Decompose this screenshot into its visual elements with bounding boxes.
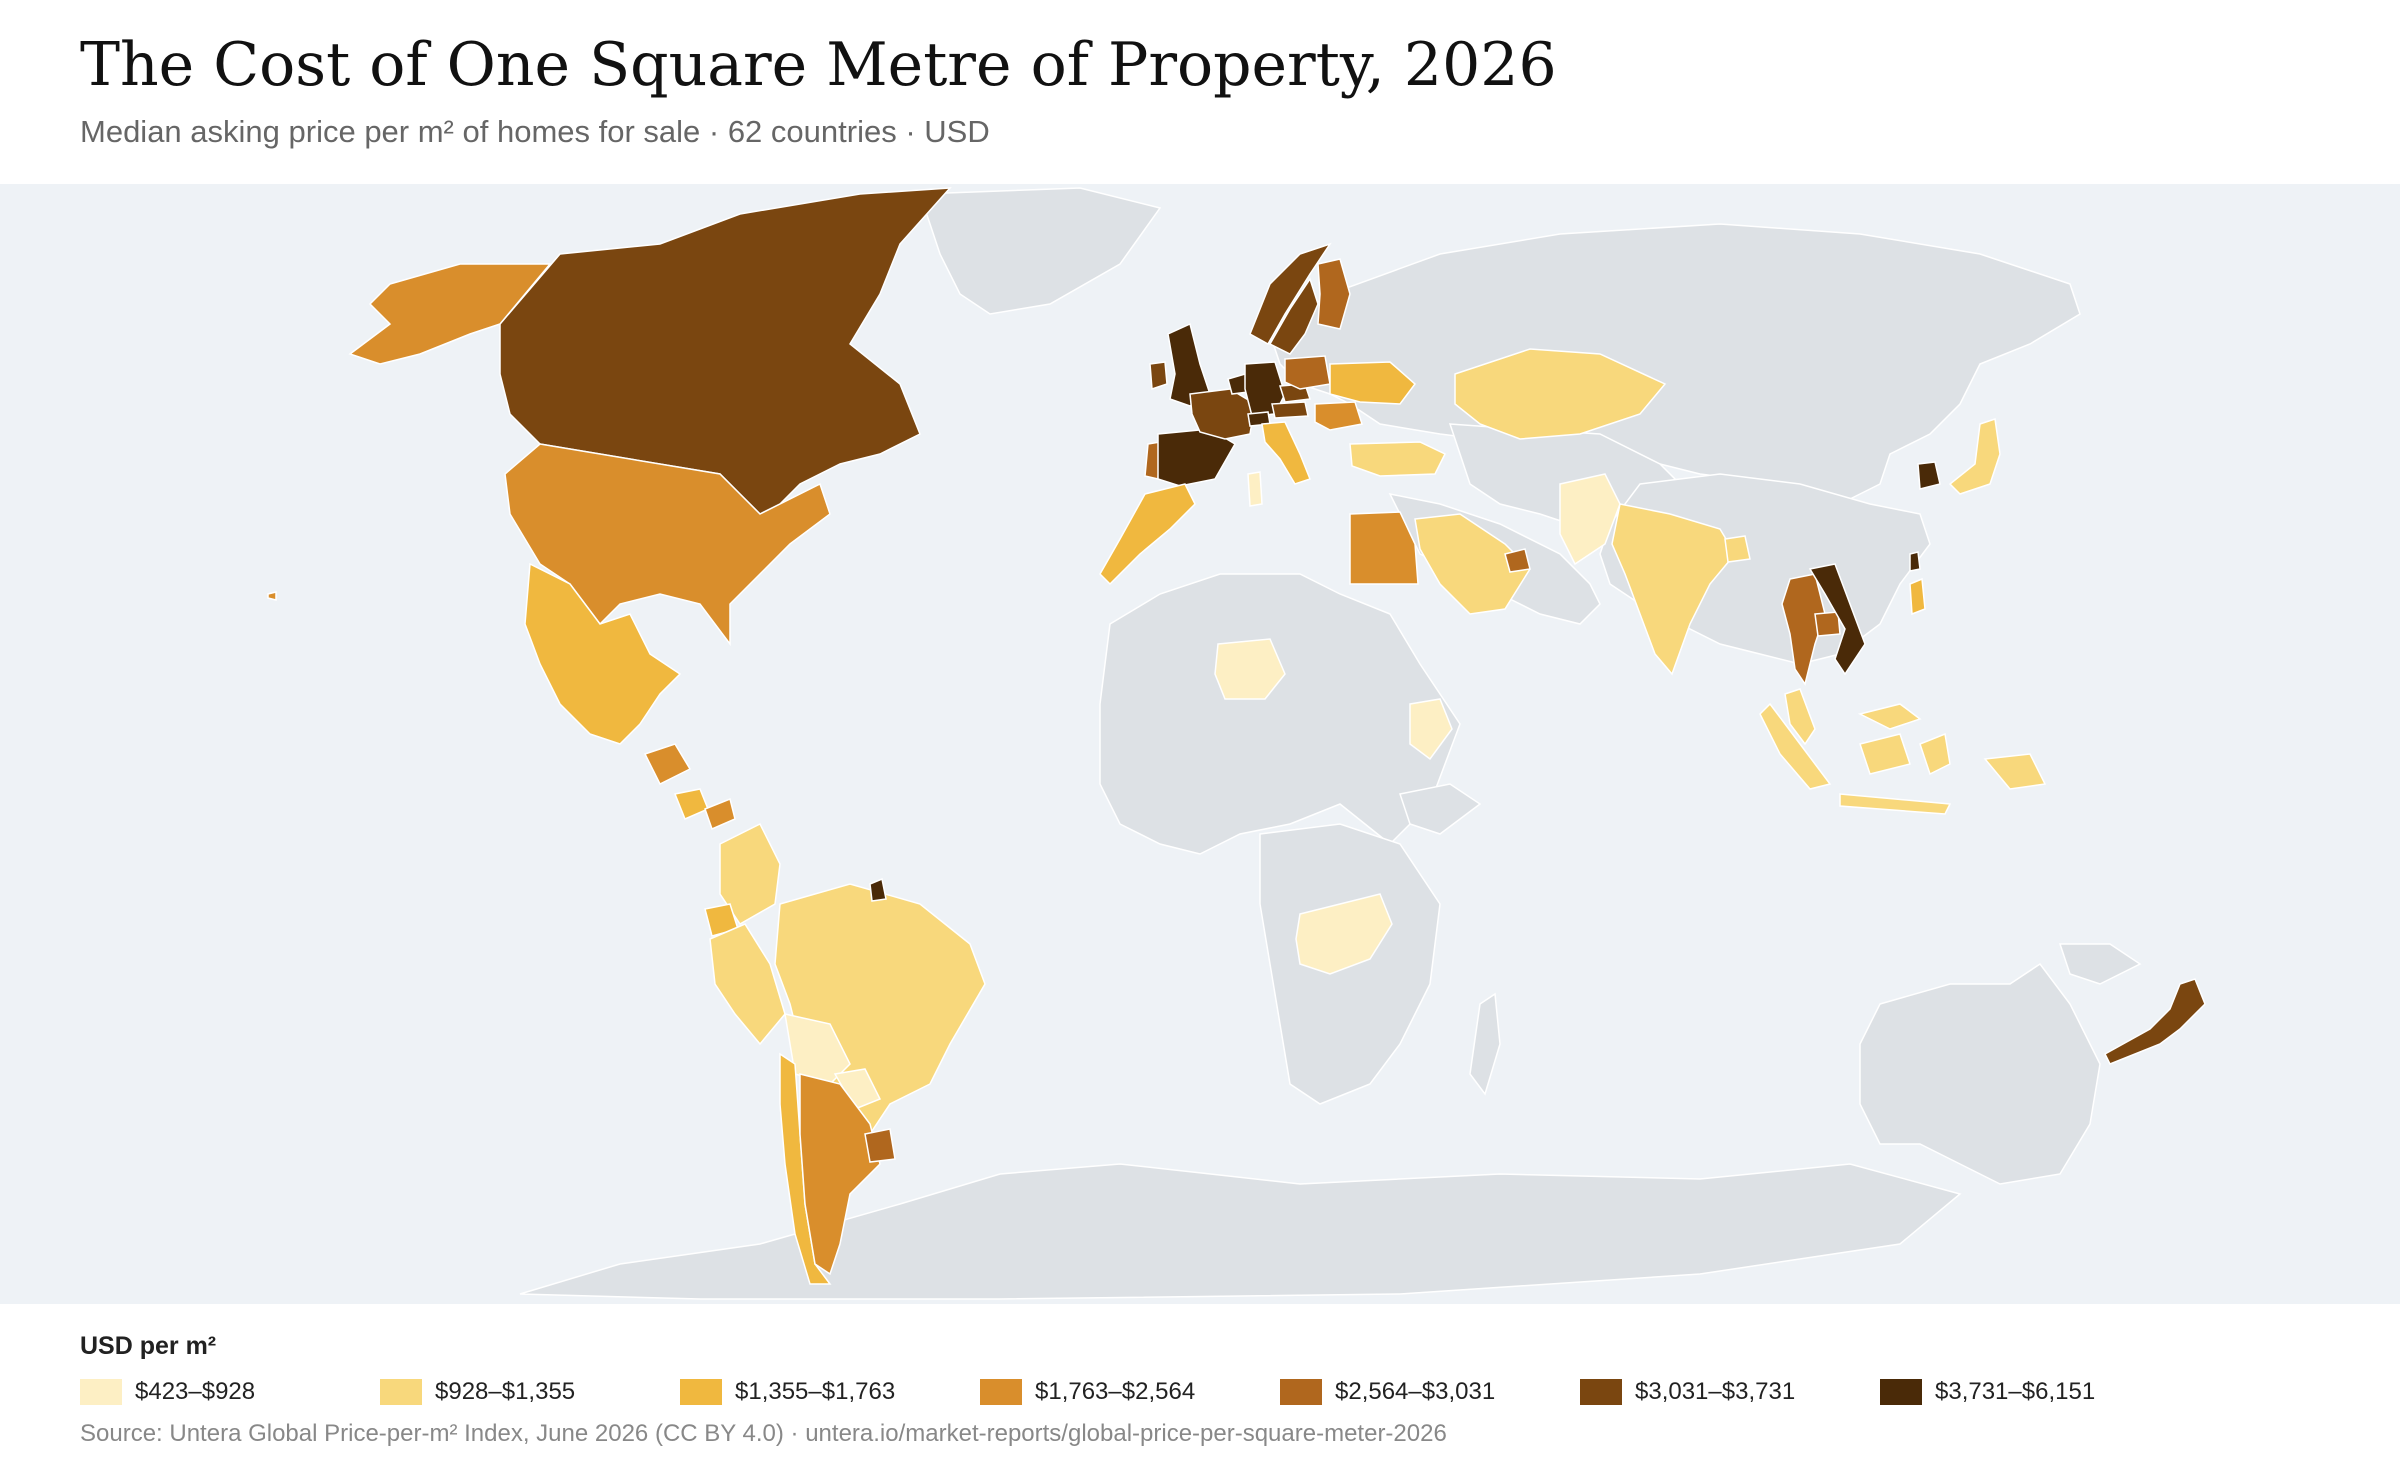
legend-item: $3,031–$3,731 [1580, 1376, 1795, 1408]
legend-item: $1,355–$1,763 [680, 1376, 895, 1408]
legend-title: USD per m² [80, 1332, 217, 1360]
legend-item: $2,564–$3,031 [1280, 1376, 1495, 1408]
legend-label: $1,763–$2,564 [1035, 1378, 1196, 1405]
country-tunisia[interactable] [1247, 471, 1263, 507]
country-taiwan[interactable] [1909, 551, 1921, 572]
country-kenya[interactable] [1409, 698, 1453, 761]
world-choropleth-map [0, 184, 2400, 1304]
country-finland[interactable] [1317, 258, 1351, 330]
country-austria[interactable] [1271, 401, 1309, 419]
legend-label: $3,731–$6,151 [1935, 1378, 2096, 1405]
country-italy[interactable] [1261, 421, 1311, 485]
madagascar-land [1469, 992, 1501, 1096]
country-peru[interactable] [709, 923, 786, 1046]
legend-swatch [680, 1379, 722, 1405]
country-colombia[interactable] [719, 822, 781, 925]
legend-label: $928–$1,355 [435, 1378, 576, 1405]
country-united-states[interactable] [504, 443, 831, 647]
country-south-africa[interactable] [1295, 893, 1393, 975]
legend-swatch [80, 1379, 122, 1405]
papua-land [2058, 943, 2142, 985]
country-sweden[interactable] [1268, 277, 1319, 355]
legend-swatch [980, 1379, 1022, 1405]
country-uruguay[interactable] [864, 1128, 896, 1163]
legend-item: $1,763–$2,564 [980, 1376, 1195, 1408]
source-note: Source: Untera Global Price-per-m² Index… [80, 1420, 1447, 1447]
country-saudi-arabia[interactable] [1414, 513, 1531, 615]
legend-swatch [1880, 1379, 1922, 1405]
legend-label: $3,031–$3,731 [1635, 1378, 1796, 1405]
legend-swatch [380, 1379, 422, 1405]
country-hawaii[interactable] [267, 591, 277, 601]
legend-label: $2,564–$3,031 [1335, 1378, 1496, 1405]
country-thailand[interactable] [1781, 573, 1826, 686]
country-panama[interactable] [704, 797, 736, 831]
chart-title: The Cost of One Square Metre of Property… [80, 30, 1557, 100]
country-french-guiana[interactable] [869, 877, 887, 902]
country-morocco[interactable] [1099, 483, 1196, 586]
legend-label: $1,355–$1,763 [735, 1378, 896, 1405]
antarctica-land [519, 1163, 1962, 1300]
country-poland[interactable] [1284, 355, 1331, 390]
country-malaysia[interactable] [1784, 688, 1922, 746]
country-indonesia[interactable] [1759, 702, 2047, 815]
arabia-horn-land [1399, 783, 1482, 835]
country-turkey[interactable] [1349, 441, 1447, 477]
legend-item: $928–$1,355 [380, 1376, 575, 1408]
country-japan[interactable] [1948, 418, 2001, 495]
country-kazakhstan[interactable] [1454, 348, 1667, 440]
country-guatemala[interactable] [643, 743, 692, 786]
country-romania[interactable] [1314, 401, 1363, 431]
country-united-arab-emirates[interactable] [1504, 548, 1531, 573]
legend-item: $3,731–$6,151 [1880, 1376, 2095, 1408]
country-argentina[interactable] [799, 1073, 881, 1276]
country-norway[interactable] [1249, 242, 1332, 346]
country-vietnam[interactable] [1808, 563, 1866, 676]
country-philippines[interactable] [1909, 577, 1926, 616]
country-alaska[interactable] [348, 263, 552, 365]
country-nigeria[interactable] [1214, 638, 1286, 700]
country-bangladesh[interactable] [1724, 535, 1751, 563]
country-south-korea[interactable] [1917, 461, 1941, 490]
country-egypt[interactable] [1349, 511, 1419, 585]
greenland-land [918, 187, 1162, 315]
australia-land [1859, 962, 2101, 1185]
legend-swatch [1580, 1379, 1622, 1405]
country-mexico[interactable] [524, 562, 682, 745]
legend-item: $423–$928 [80, 1376, 255, 1408]
chart-subtitle: Median asking price per m² of homes for … [80, 114, 990, 149]
country-india[interactable] [1611, 503, 1736, 676]
country-shapes [267, 187, 2206, 1285]
legend-swatch [1280, 1379, 1322, 1405]
country-new-zealand[interactable] [2104, 978, 2206, 1065]
legend-label: $423–$928 [135, 1378, 256, 1405]
country-pakistan[interactable] [1559, 473, 1621, 566]
country-ireland[interactable] [1149, 361, 1168, 391]
country-ukraine[interactable] [1329, 361, 1417, 405]
country-chile[interactable] [779, 1052, 832, 1285]
country-cambodia[interactable] [1814, 611, 1841, 637]
